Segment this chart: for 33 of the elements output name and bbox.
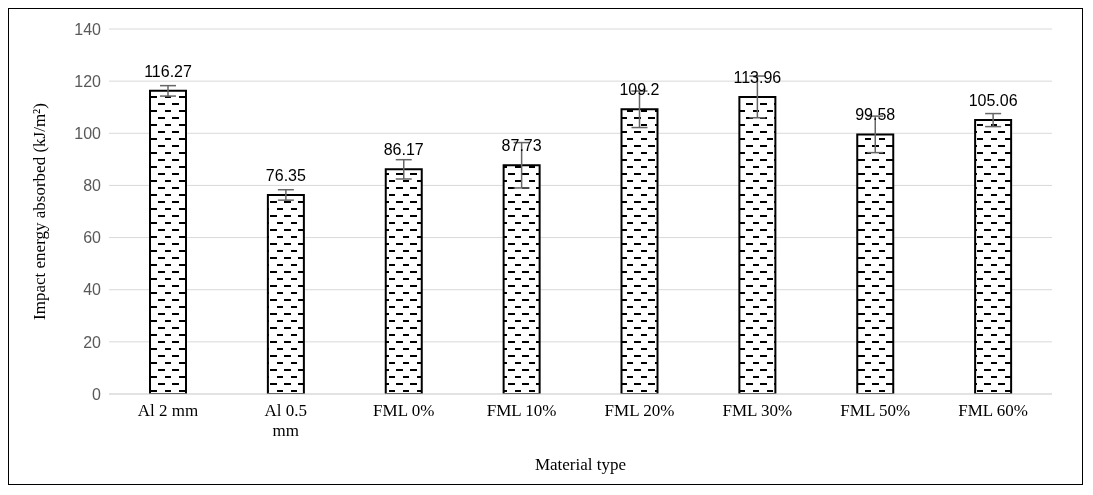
bar <box>384 168 423 394</box>
y-tick-label: 80 <box>83 177 102 195</box>
y-tick-label: 20 <box>83 333 102 351</box>
x-tick-label: FML 20% <box>604 401 675 420</box>
x-tick-label: FML 30% <box>722 401 793 420</box>
data-label: 105.06 <box>968 92 1018 110</box>
data-label: 116.27 <box>144 62 192 80</box>
bar <box>502 164 541 394</box>
data-label: 76.35 <box>265 166 306 184</box>
x-tick-label: FML 0% <box>373 401 435 420</box>
bar <box>974 119 1013 394</box>
y-tick-label: 0 <box>92 385 102 403</box>
bar <box>620 108 659 394</box>
x-tick-label: Al 2 mm <box>137 401 199 420</box>
y-tick-label: 100 <box>74 124 102 142</box>
x-tick-label: FML 10% <box>486 401 557 420</box>
y-tick-label: 140 <box>74 20 102 38</box>
data-label: 86.17 <box>383 141 424 159</box>
x-tick-label: FML 50% <box>840 401 911 420</box>
x-tick-label: Al 0.5 mm <box>264 401 308 440</box>
bar <box>738 95 777 394</box>
data-label: 109.2 <box>619 81 660 99</box>
x-tick-label: FML 60% <box>958 401 1028 420</box>
bar <box>149 89 187 394</box>
x-axis-title: Material type <box>534 455 627 474</box>
data-label: 113.96 <box>733 68 782 86</box>
y-axis-title: Impact energy absorbed (kJ/m²) <box>30 103 50 320</box>
bar <box>266 193 305 394</box>
bar <box>856 133 895 394</box>
y-tick-label: 40 <box>83 281 102 299</box>
data-label: 99.58 <box>855 106 896 124</box>
y-tick-label: 120 <box>74 72 102 90</box>
y-tick-label: 60 <box>83 229 102 247</box>
